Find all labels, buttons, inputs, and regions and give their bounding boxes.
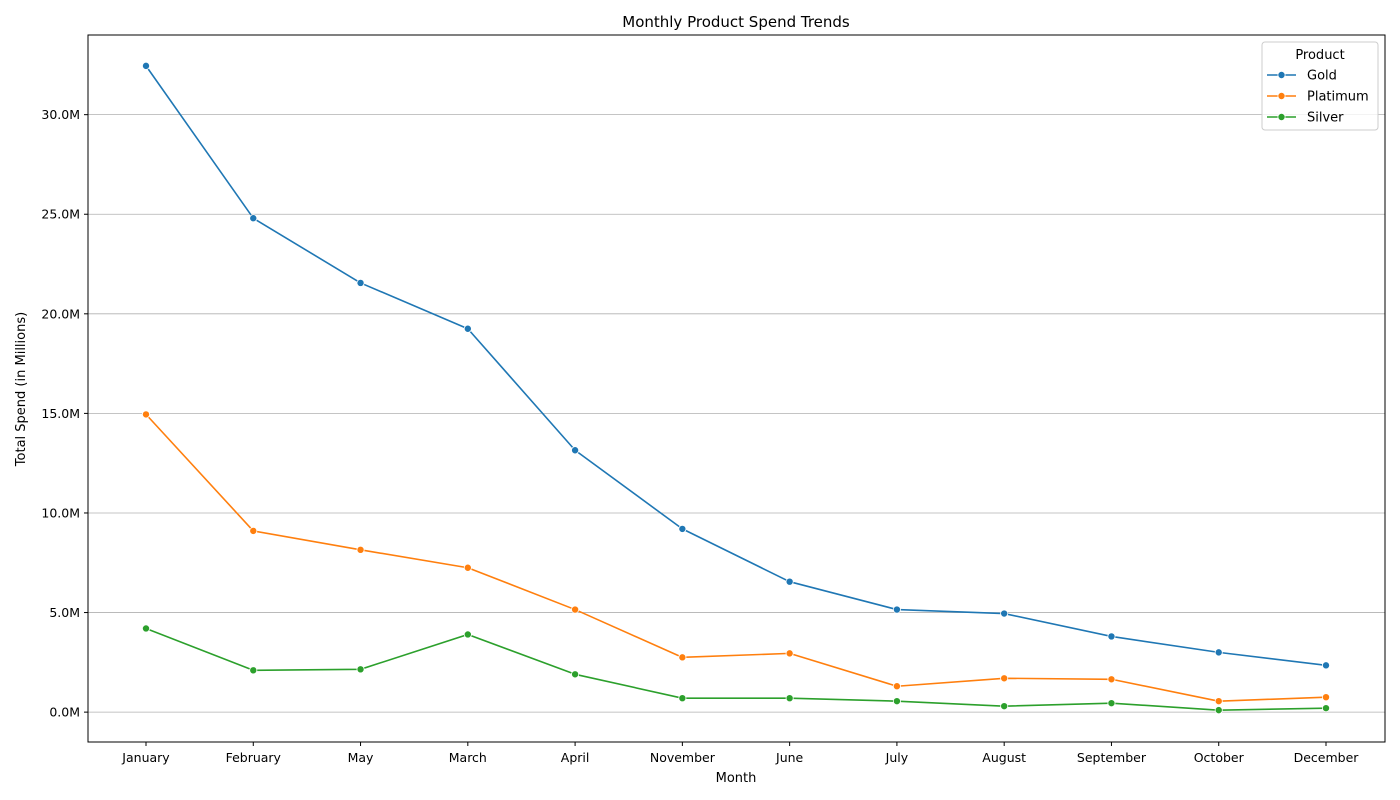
- data-point-silver: [1107, 699, 1116, 708]
- x-tick-label: October: [1194, 750, 1245, 765]
- data-point-silver: [785, 694, 794, 703]
- chart-title: Monthly Product Spend Trends: [622, 13, 850, 31]
- legend: Product Gold Platimum Silver: [1261, 41, 1379, 131]
- x-tick-label: June: [775, 750, 804, 765]
- series-silver: [141, 624, 1331, 715]
- legend-box: [1261, 41, 1379, 131]
- data-point-silver: [356, 665, 365, 674]
- y-tick-label: 0.0M: [49, 705, 80, 720]
- data-point-gold: [1000, 609, 1009, 618]
- data-point-silver: [249, 666, 258, 675]
- grid-lines: [88, 114, 1385, 713]
- legend-marker-silver: [1277, 113, 1286, 122]
- data-point-gold: [463, 324, 472, 333]
- data-point-gold: [678, 524, 687, 533]
- legend-label-gold: Gold: [1307, 69, 1337, 84]
- data-point-gold: [1322, 661, 1331, 670]
- y-tick-label: 25.0M: [41, 207, 80, 222]
- legend-marker-gold: [1277, 71, 1286, 80]
- x-tick-label: July: [885, 750, 909, 765]
- data-point-platimum: [463, 563, 472, 572]
- y-tick-label: 30.0M: [41, 107, 80, 122]
- data-point-silver: [571, 670, 580, 679]
- series-gold: [141, 61, 1331, 670]
- y-tick-label: 20.0M: [41, 306, 80, 321]
- y-tick-label: 10.0M: [41, 505, 80, 520]
- data-point-platimum: [141, 410, 150, 419]
- x-tick-label: May: [348, 750, 374, 765]
- legend-item-platimum: Platimum: [1267, 90, 1369, 105]
- x-axis-label: Month: [716, 771, 757, 786]
- data-point-platimum: [571, 605, 580, 614]
- series-line-platimum: [145, 413, 1327, 702]
- data-point-silver: [892, 697, 901, 706]
- legend-marker-platimum: [1277, 92, 1286, 101]
- legend-item-gold: Gold: [1267, 69, 1337, 84]
- data-point-gold: [1107, 632, 1116, 641]
- data-point-silver: [1000, 702, 1009, 711]
- series-layer: [141, 61, 1331, 715]
- data-point-platimum: [1322, 693, 1331, 702]
- data-point-silver: [463, 630, 472, 639]
- data-point-platimum: [1000, 674, 1009, 683]
- series-line-gold: [145, 65, 1327, 667]
- x-tick-label: December: [1294, 750, 1360, 765]
- legend-label-platimum: Platimum: [1307, 90, 1369, 105]
- data-point-silver: [1322, 704, 1331, 713]
- y-axis-label: Total Spend (in Millions): [14, 312, 29, 467]
- x-tick-label: January: [121, 750, 170, 765]
- x-tick-label: February: [226, 750, 282, 765]
- series-platimum: [141, 410, 1331, 706]
- data-point-platimum: [249, 526, 258, 535]
- x-tick-label: April: [561, 750, 590, 765]
- data-point-platimum: [1214, 697, 1223, 706]
- legend-title: Product: [1295, 48, 1344, 63]
- data-point-silver: [678, 694, 687, 703]
- legend-item-silver: Silver: [1267, 111, 1344, 126]
- data-point-gold: [356, 278, 365, 287]
- data-point-platimum: [678, 653, 687, 662]
- data-point-gold: [249, 214, 258, 223]
- legend-items: Gold Platimum Silver: [1267, 69, 1369, 126]
- data-point-platimum: [1107, 675, 1116, 684]
- x-tick-label: August: [982, 750, 1026, 765]
- data-point-silver: [1214, 706, 1223, 715]
- data-point-platimum: [892, 682, 901, 691]
- data-point-platimum: [785, 649, 794, 658]
- x-tick-label: November: [650, 750, 716, 765]
- x-tick-label: September: [1077, 750, 1147, 765]
- data-point-platimum: [356, 545, 365, 554]
- data-point-gold: [785, 577, 794, 586]
- y-tick-label: 5.0M: [49, 605, 80, 620]
- y-tick-label: 15.0M: [41, 406, 80, 421]
- legend-label-silver: Silver: [1307, 111, 1344, 126]
- x-axis: January February May March April November June…: [121, 742, 1359, 765]
- data-point-silver: [141, 624, 150, 633]
- data-point-gold: [571, 446, 580, 455]
- series-line-silver: [145, 627, 1327, 711]
- data-point-gold: [1214, 648, 1223, 657]
- data-point-gold: [141, 61, 150, 70]
- plot-area-frame: [87, 34, 1386, 743]
- x-tick-label: March: [449, 750, 487, 765]
- data-point-gold: [892, 605, 901, 614]
- y-axis: 0.0M 5.0M 10.0M 15.0M 20.0M 25.0M 30.0M: [41, 107, 88, 720]
